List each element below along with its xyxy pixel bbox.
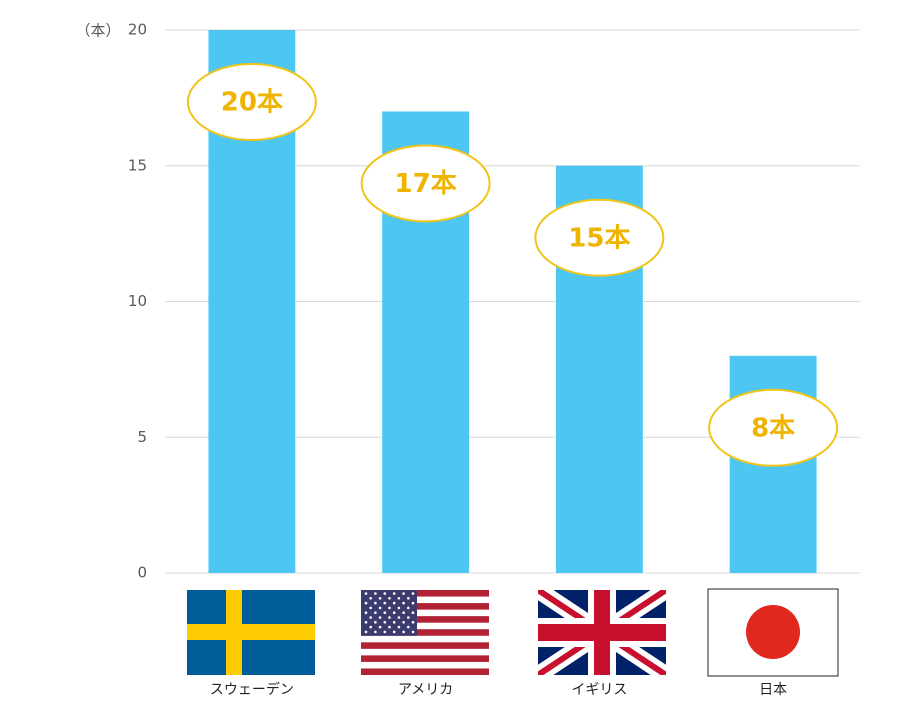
flag-star (392, 592, 396, 595)
flag-stripe (361, 590, 489, 597)
flag-star (392, 630, 396, 634)
flag-star (378, 606, 382, 610)
flag-star (392, 601, 396, 605)
flag-canton (361, 590, 417, 636)
flag-star (407, 625, 410, 629)
flag-japan (707, 588, 839, 677)
flag-star (364, 630, 368, 634)
flag-star (383, 601, 387, 605)
flag-star (374, 601, 377, 605)
flag-star (383, 630, 387, 634)
flag-star (411, 592, 415, 595)
flags (187, 588, 839, 677)
flag-star (374, 630, 377, 634)
flag-stripe (361, 603, 489, 610)
x-tick-label: イギリス (571, 682, 627, 698)
value-label-bubble (360, 144, 491, 223)
flag-star (364, 601, 368, 605)
y-tick-label: 5 (137, 428, 147, 446)
flag-star (374, 611, 377, 614)
flag-star (411, 611, 415, 614)
flag-star (397, 616, 401, 619)
flag-stripe (361, 629, 489, 636)
flag-star (378, 625, 382, 629)
flag-star (402, 592, 405, 595)
flag-star (407, 597, 410, 600)
flag-star (383, 592, 387, 595)
flag-sweden (187, 590, 315, 675)
flag-star (397, 606, 401, 610)
y-tick-label: 10 (128, 292, 147, 310)
flag-star (369, 597, 373, 600)
x-tick-label: スウェーデン (210, 681, 294, 698)
flag-star (411, 630, 415, 634)
flag-star (402, 601, 405, 605)
flag-star (374, 621, 377, 624)
flag-star (383, 611, 387, 614)
flag-star (364, 592, 368, 595)
flag-star (397, 597, 401, 600)
flag-stripe (361, 668, 489, 675)
flag-star (402, 630, 405, 634)
value-label: 15本 (568, 223, 630, 253)
y-axis-label: （本） (75, 22, 120, 40)
flag-star (388, 625, 391, 629)
flag-star (378, 616, 382, 619)
flag-star (402, 621, 405, 624)
flag-star (378, 597, 382, 600)
value-label-bubble (186, 63, 317, 141)
flag-star (388, 606, 391, 610)
flag-star (392, 611, 396, 614)
flag-star (392, 621, 396, 624)
flag-stripe (361, 642, 489, 649)
flag-star (374, 592, 377, 595)
flag-star (369, 606, 373, 610)
value-label: 17本 (395, 169, 457, 199)
value-label: 8本 (751, 413, 795, 443)
flag-star (364, 621, 368, 624)
flag-star (402, 611, 405, 614)
y-tick-label: 15 (128, 156, 147, 174)
value-label: 20本 (221, 88, 283, 118)
flag-star (364, 611, 368, 614)
flag-uk (538, 590, 666, 675)
flag-star (411, 601, 415, 605)
value-label-bubble (534, 198, 665, 277)
flag-star (397, 625, 401, 629)
flag-star (369, 616, 373, 619)
flag-star (407, 606, 410, 610)
flag-star (411, 621, 415, 624)
flag-star (369, 625, 373, 629)
flag-star (407, 616, 410, 619)
y-tick-label: 0 (137, 564, 147, 582)
flag-usa (361, 590, 489, 675)
flag-star (388, 616, 391, 619)
x-tick-label: アメリカ (398, 682, 453, 698)
value-label-bubble (708, 388, 839, 467)
flag-star (383, 621, 387, 624)
x-tick-label: 日本 (759, 682, 787, 698)
y-tick-label: 20 (128, 21, 147, 39)
flag-stripe (361, 655, 489, 662)
flag-star (388, 597, 391, 600)
flag-stripe (361, 616, 489, 623)
